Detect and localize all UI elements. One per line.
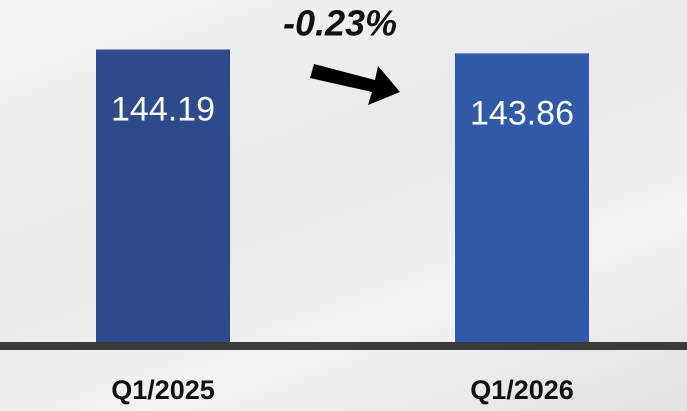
value-label: 143.86 <box>470 94 574 132</box>
x-tick-label: Q1/2025 <box>111 375 215 405</box>
value-label: 144.19 <box>111 90 215 128</box>
baseline <box>0 342 687 350</box>
change-arrow <box>310 64 400 105</box>
change-annotation: -0.23% <box>283 3 397 44</box>
x-tick-label: Q1/2026 <box>470 375 574 405</box>
bar <box>455 53 589 345</box>
bar <box>96 49 230 345</box>
